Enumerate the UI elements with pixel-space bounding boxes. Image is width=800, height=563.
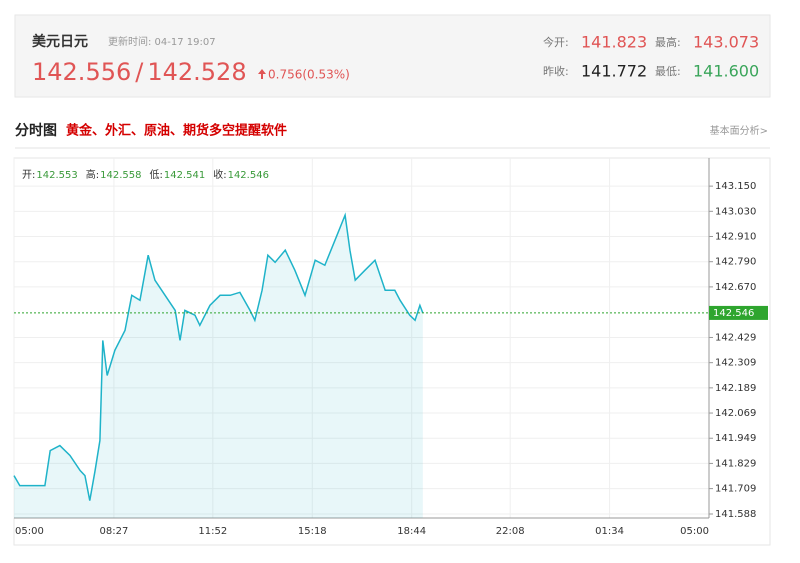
last-price-box	[709, 305, 768, 320]
header-box	[14, 14, 771, 98]
x-tick-label: 15:18	[298, 526, 327, 537]
analysis-link[interactable]: 基本面分析>	[710, 124, 768, 137]
promo-link[interactable]: 黄金、外汇、原油、期货多空提醒软件	[66, 123, 287, 139]
y-tick-label: 142.790	[715, 257, 756, 268]
x-tick-label: 18:44	[397, 526, 426, 537]
last-price-label: 142.546	[713, 308, 754, 319]
x-tick-label: 05:00	[15, 526, 44, 537]
price-line	[13, 212, 424, 501]
y-tick-label: 142.910	[715, 232, 756, 243]
up-arrow	[258, 69, 266, 79]
section-title: 分时图	[15, 122, 57, 139]
price2: 142.528	[147, 58, 246, 86]
x-tick-label: 11:52	[198, 526, 227, 537]
separator: /	[135, 58, 144, 86]
info-value: 142.541	[164, 170, 205, 181]
y-tick-label: 141.949	[715, 433, 756, 444]
symbol-title: 美元日元	[32, 33, 88, 50]
price: 142.556	[32, 58, 131, 86]
area	[14, 215, 423, 519]
x-tick-label: 01:34	[595, 526, 624, 537]
price-line: 142.556/142.528	[32, 58, 247, 86]
x-tick-label: 05:00	[680, 526, 709, 537]
y-tick-label: 142.670	[715, 282, 756, 293]
stat-value: 141.823	[581, 33, 647, 52]
stat-label: 最低:	[655, 65, 681, 78]
y-tick-label: 141.588	[715, 509, 756, 520]
stat-label: 昨收:	[543, 64, 569, 78]
y-tick-label: 141.829	[715, 458, 756, 469]
update-time: 更新时间: 04-17 19:07	[108, 35, 216, 48]
stat-label: 今开:	[543, 35, 569, 49]
info-value: 142.558	[100, 170, 141, 181]
y-tick-label: 142.069	[715, 408, 756, 419]
stat-value: 143.073	[693, 33, 759, 52]
y-tick-label: 141.709	[715, 484, 756, 495]
stat-label: 最高:	[655, 35, 681, 49]
stat-value: 141.772	[581, 62, 647, 81]
y-tick-label: 143.150	[715, 181, 756, 192]
x-tick-label: 22:08	[496, 526, 525, 537]
x-tick-label: 08:27	[99, 526, 128, 537]
y-tick-label: 142.309	[715, 358, 756, 369]
info-value: 142.553	[36, 170, 77, 181]
info-value: 142.546	[228, 170, 269, 181]
change: 0.756(0.53%)	[268, 68, 350, 82]
y-tick-label: 142.189	[715, 383, 756, 394]
info-label: 高:	[86, 168, 99, 181]
info-label: 收:	[213, 168, 226, 181]
stat-value: 141.600	[693, 62, 759, 81]
y-tick-label: 142.429	[715, 332, 756, 343]
info-label: 低:	[149, 168, 162, 181]
y-tick-label: 143.030	[715, 206, 756, 217]
info-label: 开:	[22, 170, 35, 181]
